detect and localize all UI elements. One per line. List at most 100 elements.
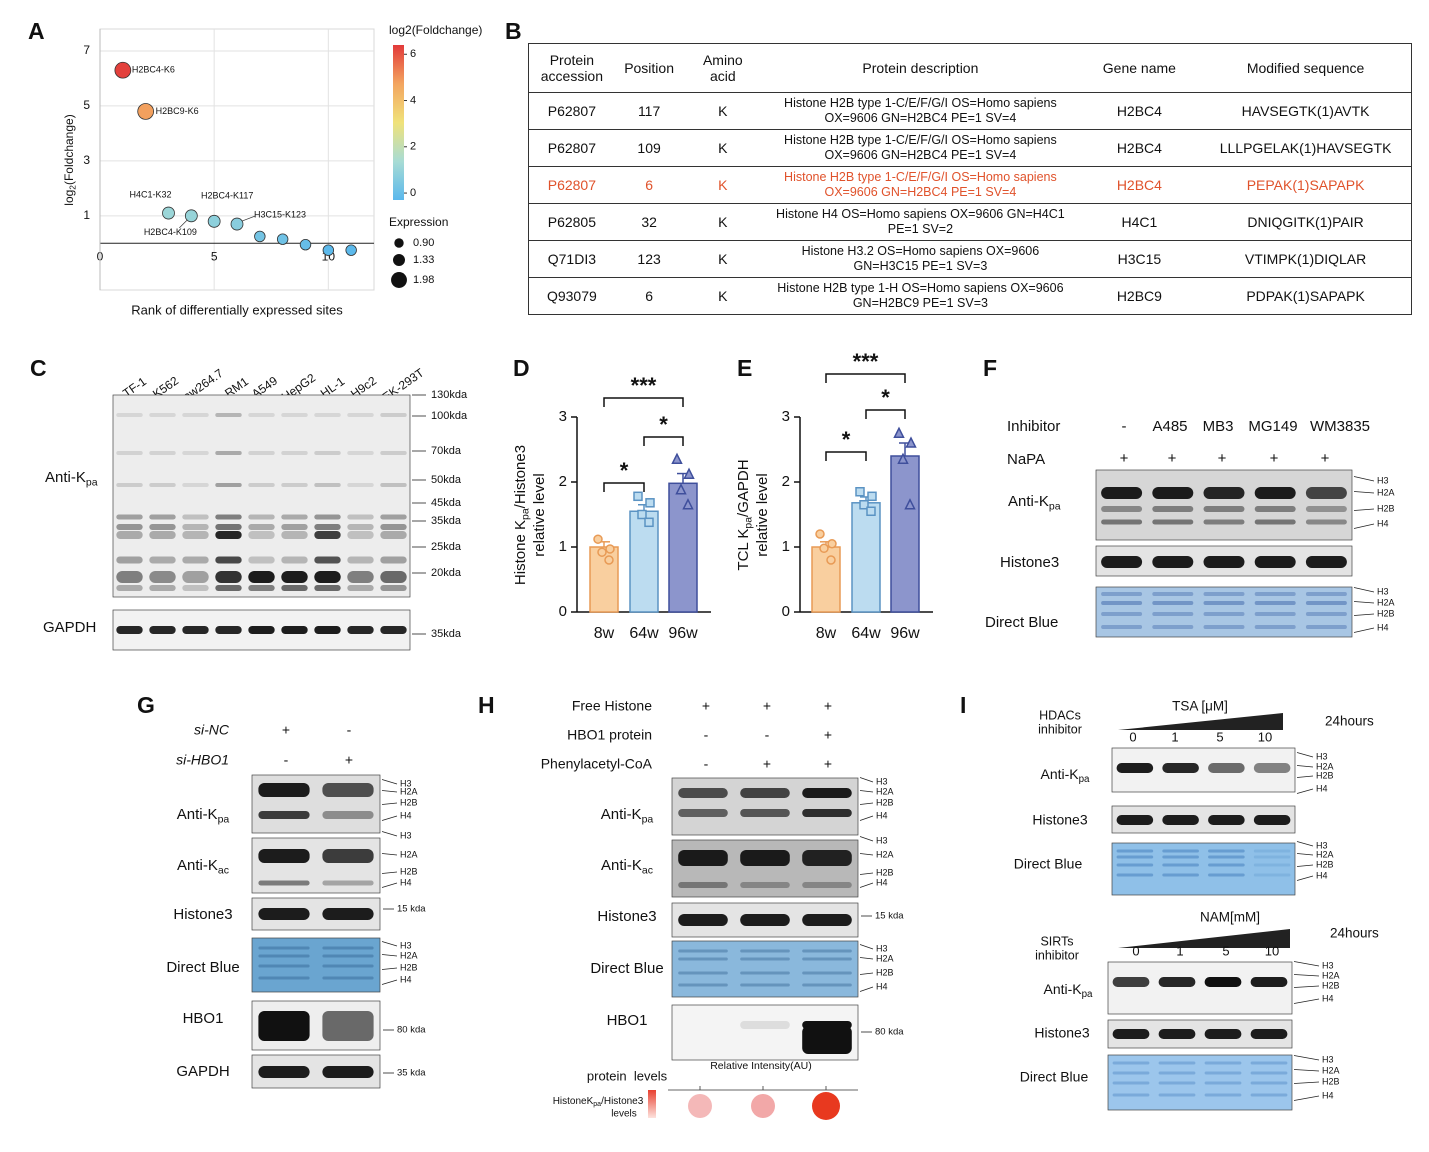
band — [1250, 1071, 1288, 1075]
dose-wedge — [1118, 713, 1283, 730]
band — [347, 413, 374, 417]
panel-label: C — [30, 355, 47, 381]
band — [314, 585, 341, 591]
condition-sign: + — [1321, 450, 1330, 467]
significance-label: * — [881, 385, 890, 410]
band — [1250, 1029, 1288, 1039]
band — [314, 413, 341, 417]
x-tick-label: 64w — [629, 625, 659, 642]
band — [322, 908, 374, 920]
band-pointer — [381, 790, 398, 793]
point-label: H4C1-K32 — [129, 189, 171, 199]
header-cell: Protein description — [762, 43, 1079, 93]
x-tick-label: 96w — [668, 625, 698, 642]
table-cell: Histone H2B type 1-H OS=Homo sapiens OX=… — [762, 277, 1079, 315]
panel-label: G — [137, 692, 155, 718]
table-cell: H2BC4 — [1078, 92, 1201, 130]
band — [1208, 815, 1245, 825]
band — [1253, 855, 1291, 859]
y-tick-label: 2 — [559, 473, 567, 490]
band-pointer — [1296, 775, 1314, 778]
band — [281, 571, 308, 583]
band-pointer — [381, 882, 398, 888]
band — [1203, 519, 1245, 525]
subscript: pa — [1049, 500, 1061, 512]
condition-sign: + — [282, 722, 290, 738]
table-cell: P62805 — [528, 203, 615, 241]
band — [1253, 849, 1291, 853]
bar — [851, 502, 881, 613]
dose-label: 5 — [1216, 729, 1223, 744]
legend-label: levels — [611, 1109, 637, 1120]
leader-line — [179, 219, 188, 229]
band — [182, 524, 209, 530]
band — [314, 451, 341, 455]
band — [281, 626, 308, 634]
subscript: pa — [86, 476, 98, 488]
row-label: Direct Blue — [985, 614, 1058, 631]
table-cell: H2BC4 — [1078, 129, 1201, 167]
y-axis-label: Histone Kpa/Histone3 — [512, 445, 531, 585]
data-point — [867, 491, 877, 502]
band — [1152, 487, 1194, 499]
histone-band-label: H3 — [876, 776, 888, 786]
condition-sign: + — [824, 727, 832, 743]
histone-band-label: H2B — [1377, 608, 1395, 618]
table-cell: K — [683, 203, 763, 241]
band — [678, 809, 728, 817]
band — [1204, 1071, 1242, 1075]
inhibitor-class: HDACs — [1039, 708, 1081, 722]
band — [116, 585, 143, 591]
bubble — [162, 206, 175, 220]
intensity-dot — [688, 1094, 712, 1118]
band — [248, 531, 275, 539]
band — [1253, 873, 1291, 877]
band — [1158, 1029, 1196, 1039]
table-cell: DNIQGITK(1)PAIR — [1200, 203, 1412, 241]
band — [1254, 601, 1296, 605]
band — [215, 413, 242, 417]
size-marker: 45kda — [431, 497, 462, 509]
band — [678, 983, 728, 987]
size-marker: 15 kda — [875, 911, 904, 922]
condition-label: Free Histone — [572, 698, 652, 714]
significance-label: *** — [853, 349, 879, 374]
band — [1305, 519, 1347, 525]
band — [380, 585, 407, 591]
blot — [671, 777, 859, 836]
band — [802, 949, 852, 953]
histone-band-label: H2A — [876, 849, 894, 859]
band — [380, 626, 407, 634]
point-label: H3C15-K123 — [254, 209, 306, 219]
band — [1305, 601, 1347, 605]
band — [740, 971, 790, 975]
histone-band-label: H3 — [400, 778, 412, 788]
band-pointer — [381, 954, 398, 957]
band — [1112, 1029, 1150, 1039]
blot — [251, 937, 381, 993]
subscript: pa — [642, 813, 654, 825]
histone-band-label: H2B — [1322, 1076, 1340, 1086]
band — [802, 957, 852, 961]
band — [1162, 763, 1199, 773]
data-point — [826, 555, 836, 565]
point-label: H2BC4-K109 — [144, 227, 197, 237]
table-cell: VTIMPK(1)DIQLAR — [1200, 240, 1412, 278]
data-point — [637, 509, 647, 520]
band — [802, 850, 852, 866]
band — [802, 983, 852, 987]
band — [1305, 506, 1347, 512]
band — [1158, 1081, 1196, 1085]
band — [1112, 1081, 1150, 1085]
band-pointer — [859, 957, 874, 960]
y-tick-label: 0 — [782, 603, 790, 620]
text-part: /Histone3 — [601, 1096, 644, 1107]
band-pointer — [1293, 998, 1320, 1004]
table-cell: P62807 — [528, 166, 615, 204]
band — [347, 524, 374, 530]
band — [1254, 519, 1296, 525]
band-pointer — [859, 882, 874, 888]
data-point — [633, 491, 643, 502]
bubble — [137, 103, 155, 120]
table-cell: 6 — [614, 166, 684, 204]
